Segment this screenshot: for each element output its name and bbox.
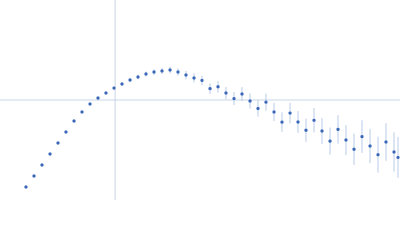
data-point [160,69,164,73]
data-point [396,155,400,160]
data-point [208,86,212,91]
data-point [296,120,300,124]
data-point [376,153,380,157]
data-point [104,91,108,95]
data-point [192,76,196,80]
data-point [128,78,132,82]
data-point [120,82,124,86]
data-point [112,86,116,90]
data-point [320,129,324,133]
data-point [264,100,268,104]
data-point [96,96,100,100]
data-point [184,73,188,77]
data-point [144,72,148,76]
data-point [136,75,140,79]
data-point [336,127,340,131]
data-point [272,110,276,114]
data-point [248,99,252,103]
data-point [288,111,292,115]
chart [0,0,400,200]
data-point [216,85,220,89]
data-point [32,174,36,178]
data-point [48,152,52,156]
data-point [64,130,68,134]
data-point [80,110,84,114]
data-point [304,128,308,132]
data-point [232,96,236,101]
data-point [176,70,180,74]
data-point [344,138,348,142]
data-point [24,185,28,189]
data-point [280,120,284,124]
data-point [200,78,204,83]
data-point [368,144,372,148]
data-point [56,141,60,145]
data-point [312,118,316,122]
data-point [168,68,172,72]
data-point [88,102,92,106]
data-point [360,134,364,139]
data-point [328,139,332,143]
data-point [240,92,244,96]
data-point [40,163,44,167]
data-point [72,119,76,123]
data-point [392,150,396,154]
data-point [152,70,156,74]
data-point [224,91,228,95]
data-point [256,106,260,111]
data-point [352,147,356,151]
data-point [384,140,388,144]
